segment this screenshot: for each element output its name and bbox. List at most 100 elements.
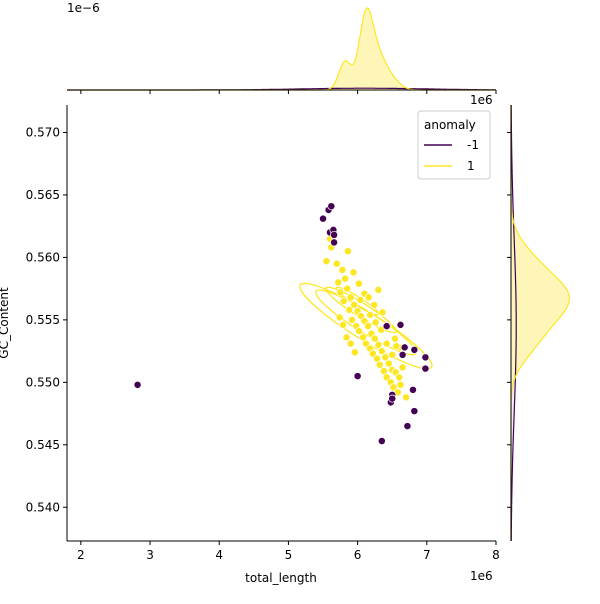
point-anomaly-1 — [378, 308, 387, 317]
x-tick-label: 7 — [423, 548, 431, 562]
point-anomaly-1 — [346, 339, 355, 348]
point-anomaly-1 — [388, 350, 397, 359]
y-tick-label: 0.545 — [26, 438, 60, 452]
point-anomaly-1 — [350, 300, 359, 309]
point-anomaly-1 — [402, 393, 410, 402]
point-anomaly-1 — [364, 322, 372, 331]
point-anomaly-1 — [364, 293, 373, 302]
point-anomaly-1 — [374, 285, 383, 294]
x-tick-label: 4 — [215, 548, 223, 562]
point-anomaly-neg1 — [410, 345, 419, 354]
point-anomaly-1 — [332, 259, 341, 268]
point-anomaly-1 — [375, 360, 384, 369]
y-tick-label: 0.555 — [26, 313, 60, 327]
point-anomaly-neg1 — [398, 350, 407, 359]
point-anomaly-neg1 — [396, 320, 405, 329]
point-anomaly-neg1 — [421, 364, 430, 373]
x-tick-label: 5 — [285, 548, 293, 562]
point-anomaly-1 — [374, 340, 383, 349]
top-marginal-offset-label: 1e−6 — [67, 1, 100, 15]
point-anomaly-1 — [343, 247, 352, 256]
point-anomaly-neg1 — [330, 238, 339, 247]
point-anomaly-1 — [336, 288, 345, 297]
point-anomaly-neg1 — [382, 322, 391, 331]
legend-entry-neg1: -1 — [467, 138, 479, 152]
point-anomaly-neg1 — [327, 202, 336, 211]
x-axis-label: total_length — [245, 571, 317, 585]
point-anomaly-neg1 — [353, 372, 362, 381]
point-anomaly-neg1 — [403, 422, 412, 431]
right-kde-anomaly-neg1-line — [510, 105, 517, 541]
point-anomaly-neg1 — [388, 394, 397, 403]
point-anomaly-neg1 — [133, 380, 142, 389]
point-anomaly-1 — [356, 295, 365, 304]
point-anomaly-1 — [348, 315, 357, 324]
legend-entry-1: 1 — [467, 159, 475, 173]
point-anomaly-1 — [395, 373, 404, 382]
point-anomaly-1 — [346, 293, 355, 302]
point-anomaly-1 — [361, 339, 370, 348]
point-anomaly-neg1 — [410, 407, 419, 416]
legend-title: anomaly — [424, 118, 476, 132]
scatter-points — [133, 202, 430, 446]
point-anomaly-neg1 — [400, 343, 409, 352]
y-ticks: 0.540 0.545 0.550 0.555 0.560 0.565 0.570 — [26, 125, 511, 514]
point-anomaly-1 — [355, 327, 363, 336]
point-anomaly-1 — [370, 334, 379, 343]
y-tick-label: 0.565 — [26, 188, 60, 202]
point-anomaly-1 — [382, 373, 391, 382]
point-anomaly-1 — [349, 268, 358, 277]
point-anomaly-1 — [371, 318, 380, 327]
x-ticks: 2 3 4 5 6 7 8 — [77, 90, 500, 562]
point-anomaly-neg1 — [421, 353, 430, 362]
point-anomaly-1 — [396, 380, 405, 389]
point-anomaly-neg1 — [409, 385, 417, 394]
point-anomaly-1 — [377, 347, 386, 356]
x-tick-label: 3 — [146, 548, 154, 562]
point-anomaly-1 — [382, 339, 391, 348]
point-anomaly-1 — [368, 349, 377, 358]
point-anomaly-1 — [366, 310, 375, 319]
y-tick-label: 0.540 — [26, 500, 60, 514]
point-anomaly-1 — [377, 325, 386, 334]
point-anomaly-1 — [345, 305, 354, 314]
point-anomaly-1 — [398, 363, 407, 372]
y-tick-label: 0.570 — [26, 125, 60, 139]
y-tick-label: 0.550 — [26, 375, 60, 389]
point-anomaly-neg1 — [377, 437, 386, 446]
top-marginal-kde: 1e−6 — [67, 1, 496, 91]
point-anomaly-1 — [322, 257, 331, 266]
point-anomaly-1 — [335, 313, 344, 322]
x-tick-label: 6 — [354, 548, 362, 562]
y-tick-label: 0.560 — [26, 250, 60, 264]
x-axis-offset-label: 1e6 — [470, 569, 493, 583]
x-tick-label: 2 — [77, 548, 85, 562]
point-anomaly-1 — [343, 284, 352, 293]
point-anomaly-1 — [370, 300, 379, 309]
x-tick-label: 8 — [492, 548, 500, 562]
right-kde-anomaly-1-fill — [511, 105, 570, 541]
point-anomaly-neg1 — [319, 214, 327, 223]
point-anomaly-1 — [392, 342, 401, 351]
right-marginal-offset-label: 1e6 — [470, 93, 493, 107]
point-anomaly-1 — [350, 348, 359, 357]
point-anomaly-1 — [334, 278, 343, 287]
y-axis-label: GC_Content — [0, 287, 11, 359]
point-anomaly-1 — [342, 333, 351, 342]
point-anomaly-1 — [338, 265, 347, 274]
point-anomaly-1 — [381, 353, 390, 362]
right-marginal-kde: 1e6 — [470, 93, 570, 541]
point-anomaly-1 — [389, 383, 398, 392]
point-anomaly-1 — [384, 359, 393, 368]
point-anomaly-1 — [339, 297, 348, 306]
point-anomaly-1 — [341, 274, 350, 283]
point-anomaly-neg1 — [330, 230, 339, 239]
legend: anomaly -1 1 — [417, 110, 491, 180]
point-anomaly-1 — [391, 334, 399, 343]
point-anomaly-1 — [339, 320, 348, 329]
point-anomaly-1 — [355, 279, 363, 288]
